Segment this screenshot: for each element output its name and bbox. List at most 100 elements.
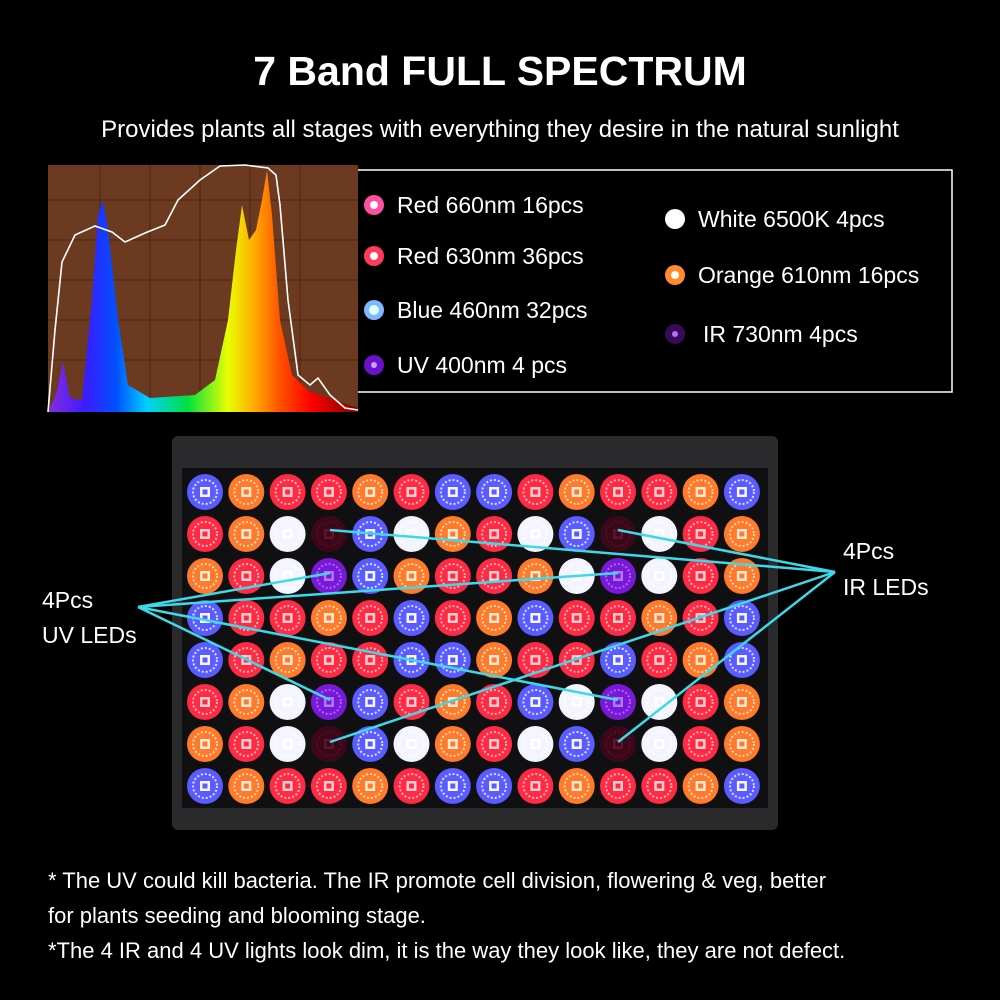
led-part — [285, 783, 291, 789]
led-part — [646, 647, 673, 673]
led-part — [656, 699, 662, 705]
led-part — [450, 699, 456, 705]
led-part — [481, 521, 508, 547]
led-part — [563, 689, 590, 715]
led-part — [367, 573, 373, 579]
led-part — [615, 699, 621, 705]
led-part — [563, 479, 590, 505]
led-part — [522, 479, 549, 505]
led-part — [450, 615, 456, 621]
led-part — [615, 573, 621, 579]
title: 7 Band FULL SPECTRUM — [253, 48, 747, 94]
ir-count: 4Pcs — [843, 538, 895, 564]
led-part — [357, 689, 384, 715]
led-part — [398, 647, 425, 673]
led-part — [615, 489, 621, 495]
led-part — [532, 783, 538, 789]
led-part — [326, 657, 332, 663]
led-part — [398, 731, 425, 757]
led-part — [532, 489, 538, 495]
led-part — [739, 741, 745, 747]
led-part — [698, 657, 704, 663]
led-part — [656, 531, 662, 537]
ir-label: IR LEDs — [843, 574, 929, 600]
led-part — [646, 731, 673, 757]
subtitle: Provides plants all stages with everythi… — [101, 116, 899, 143]
led-part — [563, 521, 590, 547]
led-part — [192, 689, 218, 715]
led-part — [656, 573, 662, 579]
led-part — [192, 731, 218, 757]
led-part — [285, 489, 291, 495]
led-part — [409, 741, 414, 747]
led-part — [532, 657, 538, 663]
note: * The UV could kill bacteria. The IR pro… — [48, 868, 827, 893]
led-part — [728, 479, 755, 505]
led-part — [398, 605, 425, 631]
callout-lines — [137, 528, 836, 744]
led-part — [687, 479, 714, 505]
legend-item: Red 630nm 36pcs — [397, 243, 584, 269]
led-part — [605, 479, 631, 505]
led-part — [357, 647, 384, 673]
led-part — [656, 741, 662, 747]
led-part — [409, 615, 414, 621]
led-part — [522, 689, 549, 715]
led-part — [233, 521, 260, 547]
led-part — [739, 657, 745, 663]
led-part — [409, 531, 414, 537]
led-part — [450, 741, 456, 747]
led-part — [274, 773, 301, 799]
led-part — [233, 689, 260, 715]
led-part — [398, 479, 425, 505]
uv-count: 4Pcs — [42, 587, 94, 613]
led-part — [274, 479, 301, 505]
led-part — [409, 489, 414, 495]
led-part — [491, 489, 497, 495]
led-part — [439, 563, 466, 589]
led-part — [605, 689, 631, 715]
led-part — [285, 699, 291, 705]
led-part — [646, 605, 673, 631]
led-part — [326, 783, 332, 789]
led-part — [491, 657, 497, 663]
led-part — [615, 615, 621, 621]
led-part — [687, 521, 714, 547]
led-part — [698, 531, 704, 537]
led-part — [192, 773, 218, 799]
led-part — [450, 531, 456, 537]
led-part — [192, 521, 218, 547]
led-part — [274, 731, 301, 757]
uv-label: UV LEDs — [42, 622, 137, 648]
led-part — [656, 489, 662, 495]
legend-item: Orange 610nm 16pcs — [698, 262, 920, 288]
led-part — [274, 689, 301, 715]
led-part — [439, 773, 466, 799]
led-part — [481, 563, 508, 589]
led-part — [202, 783, 208, 789]
legend-item: UV 400nm 4 pcs — [397, 352, 568, 378]
led-grid — [187, 474, 760, 804]
led-part — [439, 479, 466, 505]
led-part — [326, 573, 332, 579]
led-part — [398, 773, 425, 799]
led-part — [615, 741, 621, 747]
led-part — [192, 563, 218, 589]
led-part — [481, 731, 508, 757]
led-part — [605, 773, 631, 799]
led-part — [450, 489, 456, 495]
led-part — [615, 657, 621, 663]
led-part — [646, 773, 673, 799]
led-part — [605, 647, 631, 673]
led-part — [439, 521, 466, 547]
led-part — [398, 689, 425, 715]
led-part — [202, 615, 208, 621]
led-part — [491, 699, 497, 705]
led-part — [367, 489, 373, 495]
led-part — [315, 731, 342, 757]
led-part — [367, 699, 373, 705]
led-part — [439, 647, 466, 673]
led-part — [728, 521, 755, 547]
led-part — [687, 689, 714, 715]
